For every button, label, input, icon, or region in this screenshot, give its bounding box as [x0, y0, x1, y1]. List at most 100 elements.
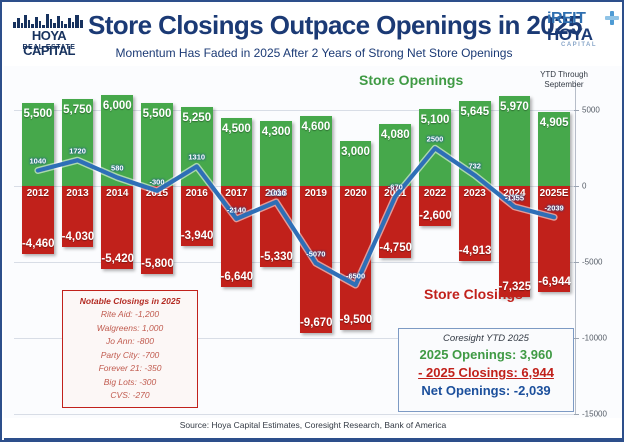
openings-bar-value: 5,645: [460, 105, 490, 118]
coresight-closings: - 2025 Closings: 6,944: [418, 365, 554, 380]
ireit-logo-line2: HOYA: [547, 25, 593, 44]
notable-closings-item: Forever 21: -350: [98, 363, 162, 373]
y-axis-tick-label: 5000: [582, 105, 600, 115]
openings-bar[interactable]: 5,500: [141, 102, 173, 187]
closings-bar-value: -2,600: [419, 209, 452, 222]
closings-bar[interactable]: 2012 -4,460: [21, 186, 55, 254]
ytd-note: YTD Through September: [540, 70, 588, 89]
notable-closings-item: CVS: -270: [110, 390, 150, 400]
closings-bar-value: -5,420: [101, 252, 134, 265]
coresight-net: Net Openings: -2,039: [421, 383, 551, 398]
gridline: [14, 186, 574, 188]
net-value-label: -6500: [345, 271, 366, 281]
y-axis-line: [575, 80, 576, 414]
openings-bar[interactable]: 5,500: [21, 102, 54, 187]
closings-bar-value: -4,460: [21, 237, 55, 250]
net-value-label: -2039: [544, 203, 564, 213]
notable-closings-item: Big Lots: -300: [103, 376, 157, 387]
year-label: 2018: [265, 188, 288, 200]
closings-bar[interactable]: 2023 -4,913: [458, 186, 492, 261]
y-axis-tick: [574, 186, 579, 188]
closings-bar[interactable]: 2014 -5,420: [101, 186, 134, 269]
openings-bar-value: 6,000: [102, 100, 132, 113]
closings-bar[interactable]: 2022 -2,600: [419, 186, 452, 226]
year-label: 2019: [304, 188, 327, 200]
hoya-capital-logo: HOYA CAPITAL REAL ESTATE: [8, 10, 88, 62]
openings-bar[interactable]: 4,500: [220, 117, 253, 187]
openings-bar-value: 4,300: [261, 125, 291, 138]
y-axis-tick-label: 0: [582, 181, 587, 191]
y-axis-tick: [574, 110, 579, 112]
closings-bar-value: -7,325: [498, 281, 532, 294]
y-axis-tick-label: -5000: [582, 257, 603, 267]
net-openings-line: [34, 144, 558, 289]
openings-bar-value: 5,250: [182, 111, 212, 124]
y-axis-tick: [574, 414, 579, 415]
closings-bar-value: -5,330: [260, 251, 293, 264]
city-skyline-icon: [13, 14, 83, 28]
closings-bar[interactable]: 2025E -6,944: [538, 186, 571, 292]
source-note: Source: Hoya Capital Estimates, Coresigh…: [179, 420, 447, 430]
gridline: [14, 414, 574, 415]
closings-bar-value: -4,913: [458, 244, 492, 257]
gridline: [14, 110, 574, 112]
closings-bar-value: -3,940: [180, 230, 214, 243]
net-value-label: -670: [387, 182, 403, 192]
openings-bar-value: 4,500: [222, 122, 251, 135]
openings-bar-value: 4,080: [380, 129, 410, 142]
openings-bar[interactable]: 3,000: [339, 140, 372, 187]
openings-bar[interactable]: 4,300: [260, 120, 293, 187]
year-label: 2012: [26, 188, 49, 200]
hoya-logo-name: HOYA CAPITAL: [23, 28, 75, 58]
net-value-label: -5070: [306, 249, 326, 259]
year-label: 2013: [66, 188, 89, 200]
openings-bar[interactable]: 4,080: [379, 124, 412, 187]
coresight-openings: 2025 Openings: 3,960: [419, 347, 553, 362]
coresight-heading: Coresight YTD 2025: [443, 333, 529, 344]
y-axis-tick-label: -10000: [582, 333, 607, 343]
y-axis-tick-label: -15000: [582, 409, 607, 419]
net-value-label: -2140: [226, 205, 247, 215]
openings-bar-value: 5,750: [63, 103, 92, 116]
closings-annotation: Store Closings: [424, 286, 523, 302]
net-value-label: 1310: [188, 152, 206, 162]
openings-bar-value: 5,100: [420, 113, 450, 126]
net-value-label: -300: [149, 177, 165, 187]
closings-bar[interactable]: 2013 -4,030: [61, 186, 95, 248]
openings-bar[interactable]: 5,750: [61, 98, 94, 187]
openings-bar-value: 5,970: [500, 100, 529, 113]
closings-bar-value: -4,030: [61, 231, 95, 244]
year-label: 2016: [185, 188, 208, 200]
year-label: 2024: [503, 188, 526, 200]
year-label: 2025E: [539, 188, 569, 200]
openings-bar-value: 5,500: [23, 107, 53, 120]
notable-closings-item: Rite Aid: -1,200: [100, 309, 160, 319]
cross-plus-icon: [605, 11, 619, 25]
openings-annotation: Store Openings: [359, 72, 464, 88]
closings-bar-value: -6,944: [538, 275, 571, 288]
bottom-divider: [4, 438, 622, 440]
openings-bar[interactable]: 5,970: [498, 95, 531, 187]
notable-closings-item: Party City: -700: [100, 349, 160, 360]
openings-bar[interactable]: 4,905: [538, 111, 571, 187]
closings-bar-value: -9,500: [339, 314, 373, 327]
ireit-logo-line1: iREIT: [547, 10, 586, 27]
notable-closings-item: Walgreens: 1,000: [96, 322, 164, 333]
year-label: 2022: [423, 188, 447, 200]
net-value-label: 1720: [69, 146, 86, 156]
openings-bar[interactable]: 4,600: [299, 116, 332, 187]
chart-header: HOYA CAPITAL REAL ESTATE Store Closings …: [2, 2, 622, 66]
y-axis-tick: [574, 338, 579, 340]
coresight-summary-box: Coresight YTD 2025 2025 Openings: 3,960 …: [398, 328, 574, 412]
net-value-label: 2500: [426, 134, 444, 144]
ireit-hoya-logo: iREIT HOYA CAPITAL: [547, 8, 621, 54]
year-label: 2017: [225, 188, 248, 200]
net-value-label: -1030: [266, 188, 286, 198]
net-value-label: 732: [468, 161, 481, 171]
closings-bar-value: -6,640: [220, 271, 254, 284]
notable-closings-item: Jo Ann: -800: [106, 336, 154, 346]
year-label: 2020: [344, 188, 367, 200]
page-subtitle: Momentum Has Faded in 2025 After 2 Years…: [115, 46, 513, 60]
closings-bar[interactable]: 2016 -3,940: [180, 186, 214, 247]
